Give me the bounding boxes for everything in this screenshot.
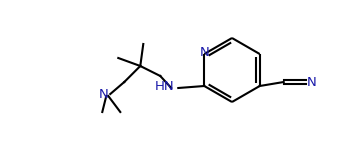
Text: N: N — [200, 47, 209, 59]
Text: N: N — [307, 76, 317, 88]
Text: HN: HN — [155, 80, 174, 94]
Text: N: N — [99, 87, 108, 100]
